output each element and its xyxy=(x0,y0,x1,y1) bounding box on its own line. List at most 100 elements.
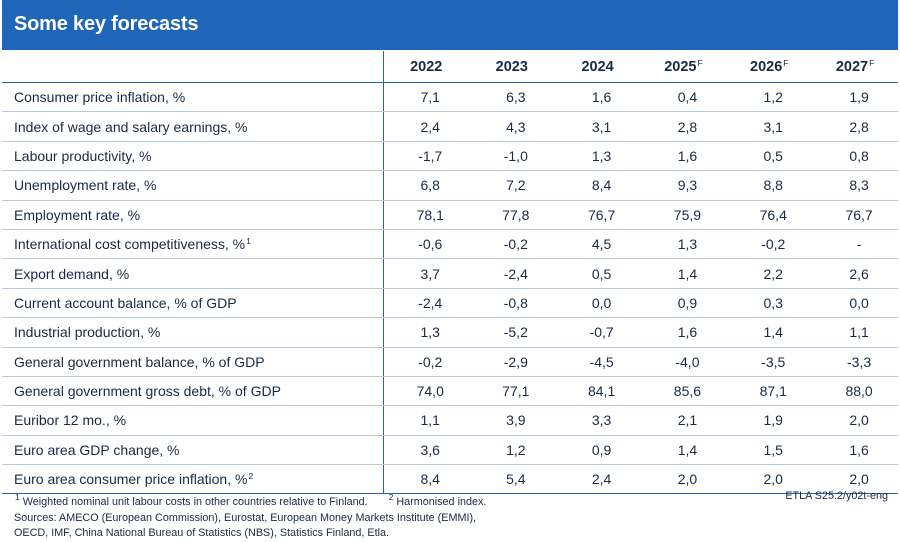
value-cell: 1,4 xyxy=(640,435,727,466)
value-cell: 2,6 xyxy=(812,258,898,289)
forecast-mark: F xyxy=(697,58,703,68)
table-row: Consumer price inflation, % 7,1 6,3 1,6 0,4 1… xyxy=(2,82,898,113)
value-cell: 0,0 xyxy=(812,288,898,319)
value-cell: 2,0 xyxy=(812,464,898,495)
row-label-cell: General government balance, % of GDP xyxy=(2,347,384,377)
header-label-cell xyxy=(2,51,384,83)
value-cell: 75,9 xyxy=(640,200,727,230)
value-cell: 8,4 xyxy=(554,170,641,201)
value-cell: 88,0 xyxy=(812,376,898,407)
row-label: General government gross debt, % of GDP xyxy=(14,383,281,400)
value-cell: 8,4 xyxy=(383,464,469,495)
footnote-1-mark: 1 xyxy=(15,492,20,502)
sources-line-2: OECD, IMF, China National Bureau of Stat… xyxy=(14,527,390,539)
value-cell: 3,1 xyxy=(726,111,813,142)
table-body: Consumer price inflation, % 7,1 6,3 1,6 0,4 1… xyxy=(2,82,898,495)
table-row: Euro area GDP change, % 3,6 1,2 0,9 1,4 1,5 1,… xyxy=(2,435,898,466)
value-cell: 0,3 xyxy=(726,288,813,319)
row-label-cell: Euro area GDP change, % xyxy=(2,435,384,466)
value-cell: 6,3 xyxy=(468,82,555,113)
value-cell: 3,6 xyxy=(383,435,469,466)
year-label: 2023 xyxy=(495,58,528,75)
table-row: Employment rate, % 78,1 77,8 76,7 75,9 76,4 76… xyxy=(2,200,898,230)
row-label: Export demand, % xyxy=(14,265,130,282)
value-cell: 3,9 xyxy=(468,405,555,436)
value-cell: -0,6 xyxy=(383,229,469,260)
value-cell: -0,7 xyxy=(554,317,641,348)
value-cell: 1,4 xyxy=(726,317,813,348)
value-cell: 4,3 xyxy=(468,111,555,142)
value-cell: 1,4 xyxy=(640,258,727,289)
row-label-cell: Index of wage and salary earnings, % xyxy=(2,111,384,142)
year-header-2023: 2023 xyxy=(468,51,555,83)
value-cell: 5,4 xyxy=(468,464,555,495)
year-label: 2027 xyxy=(835,59,869,75)
footnote-2-text: Harmonised index. xyxy=(396,496,487,508)
value-cell: 1,2 xyxy=(468,435,555,466)
value-cell: 84,1 xyxy=(554,376,641,407)
value-cell: 2,0 xyxy=(726,464,813,495)
row-label: Consumer price inflation, % xyxy=(14,89,186,106)
value-cell: -0,2 xyxy=(726,229,813,260)
table-row: Current account balance, % of GDP -2,4 -0,… xyxy=(2,288,898,319)
value-cell: -5,2 xyxy=(468,317,555,348)
table-row: Index of wage and salary earnings, % 2,4 4… xyxy=(2,111,898,142)
year-label: 2026 xyxy=(750,59,783,75)
table-row: International cost competitiveness, %1 -0… xyxy=(2,229,898,260)
row-label: General government balance, % of GDP xyxy=(14,353,265,370)
footnote-2-mark: 2 xyxy=(388,492,394,502)
value-cell: 1,3 xyxy=(554,141,641,172)
forecast-table: 2022 2023 2024 2025F 2026F 2027F Consumer pri… xyxy=(2,51,898,495)
row-label-cell: Employment rate, % xyxy=(2,200,384,230)
row-label: Labour productivity, % xyxy=(14,147,152,164)
value-cell: 74,0 xyxy=(383,376,469,407)
row-label: Euro area consumer price inflation, % xyxy=(14,471,248,488)
year-label: 2022 xyxy=(410,58,443,75)
value-cell: 77,8 xyxy=(468,200,555,230)
header-row: 2022 2023 2024 2025F 2026F 2027F xyxy=(2,51,898,83)
value-cell: -0,2 xyxy=(383,347,469,377)
value-cell: 1,6 xyxy=(554,82,641,113)
value-cell: 76,7 xyxy=(812,200,898,230)
year-header-2027: 2027F xyxy=(812,51,898,83)
value-cell: 3,7 xyxy=(383,258,469,289)
table-row: Euro area consumer price inflation, %2 8,… xyxy=(2,464,898,495)
value-cell: 78,1 xyxy=(383,200,469,230)
row-label: Index of wage and salary earnings, % xyxy=(14,118,248,135)
value-cell: -2,4 xyxy=(383,288,469,319)
value-cell: 1,1 xyxy=(383,405,469,436)
table-row: Industrial production, % 1,3 -5,2 -0,7 1,6 1,… xyxy=(2,317,898,348)
table-row: General government gross debt, % of GDP 7… xyxy=(2,376,898,407)
row-label: Euribor 12 mo., % xyxy=(14,412,127,429)
value-cell: 0,5 xyxy=(554,258,641,289)
forecast-mark: F xyxy=(869,58,875,68)
value-cell: 8,3 xyxy=(812,170,898,201)
row-label-cell: Labour productivity, % xyxy=(2,141,384,172)
sources-line-1: Sources: AMECO (European Commission), Eu… xyxy=(14,511,477,524)
footnote-line: 1 Weighted nominal unit labour costs in … xyxy=(14,490,486,511)
year-header-2022: 2022 xyxy=(383,51,469,83)
value-cell: 76,4 xyxy=(726,200,813,230)
footnote-1-text: Weighted nominal unit labour costs in ot… xyxy=(22,496,368,508)
value-cell: 2,8 xyxy=(812,111,898,142)
row-label-cell: Unemployment rate, % xyxy=(2,170,384,201)
value-cell: -3,5 xyxy=(726,347,813,377)
value-cell: 0,9 xyxy=(554,435,641,466)
value-cell: 1,2 xyxy=(726,82,813,113)
value-cell: 0,5 xyxy=(726,141,813,172)
value-cell: 2,4 xyxy=(554,464,641,495)
value-cell: 7,2 xyxy=(468,170,555,201)
value-cell: -1,0 xyxy=(468,141,555,172)
table-row: Euribor 12 mo., % 1,1 3,9 3,3 2,1 1,9 2,0 xyxy=(2,405,898,436)
row-label-cell: Consumer price inflation, % xyxy=(2,82,384,113)
value-cell: 4,5 xyxy=(554,229,641,260)
table-row: Export demand, % 3,7 -2,4 0,5 1,4 2,2 2,6 xyxy=(2,258,898,289)
value-cell: 9,3 xyxy=(640,170,727,201)
value-cell: 0,0 xyxy=(554,288,641,319)
row-label-cell: Euro area consumer price inflation, %2 xyxy=(2,464,384,495)
page-title: Some key forecasts xyxy=(14,13,199,35)
row-label-cell: International cost competitiveness, %1 xyxy=(2,229,384,260)
forecast-mark: F xyxy=(783,58,789,68)
row-label-cell: General government gross debt, % of GDP xyxy=(2,376,384,407)
